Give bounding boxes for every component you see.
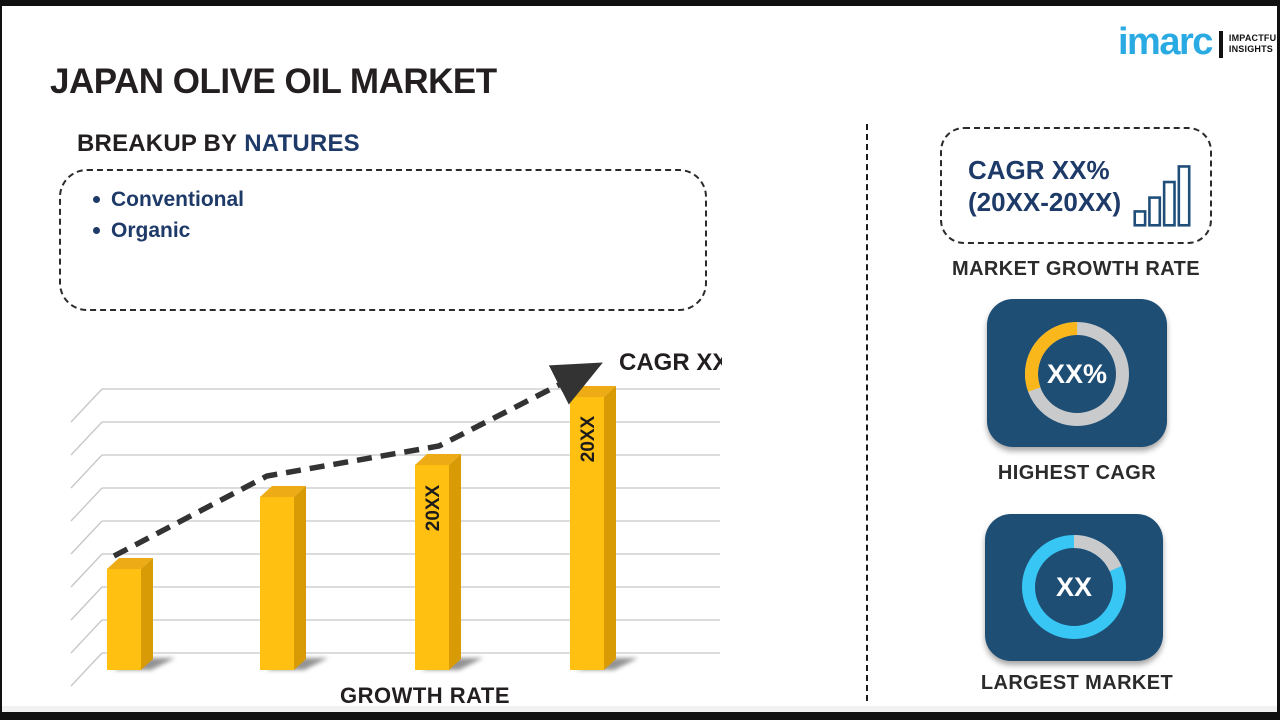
bar-label: 20XX: [578, 415, 599, 462]
chart-gridlines: [70, 388, 720, 687]
bar: [107, 558, 153, 670]
list-item: Conventional: [93, 184, 685, 215]
largest-market-tile: XX: [985, 514, 1163, 661]
trend-line: [112, 362, 603, 559]
breakup-item-conventional: Conventional: [111, 187, 245, 211]
cagr-period: (20XX-20XX): [968, 186, 1122, 217]
cagr-trend-label: CAGR XX%: [619, 349, 722, 376]
market-growth-rate-label: MARKET GROWTH RATE: [952, 258, 1200, 280]
panel-divider: [866, 124, 868, 701]
cagr-box-text: CAGR XX% (20XX-20XX): [968, 154, 1121, 218]
bottom-strip: [2, 706, 1277, 712]
highest-cagr-label: HIGHEST CAGR: [997, 462, 1157, 484]
section-heading: BREAKUP BY NATURES: [77, 130, 360, 158]
breakup-box: Conventional Organic: [59, 169, 707, 311]
section-heading-highlight: NATURES: [244, 130, 360, 157]
logo-tagline-line1: IMPACTFUL: [1228, 33, 1280, 43]
list-item: Organic: [93, 215, 685, 246]
donut-value: XX: [1056, 572, 1092, 602]
donut-chart-highest-cagr: XX%: [1025, 322, 1129, 426]
highest-cagr-tile: XX%: [987, 299, 1167, 447]
breakup-item-organic: Organic: [111, 218, 191, 242]
bar-chart-icon: [1133, 164, 1191, 227]
largest-market-label: LARGEST MARKET: [980, 672, 1174, 694]
bullet-icon: [93, 227, 100, 234]
page-title: JAPAN OLIVE OIL MARKET: [50, 62, 497, 101]
bar-shadows: [113, 658, 638, 670]
bar-label: 20XX: [423, 484, 444, 531]
bar: [260, 486, 306, 670]
bar: 20XX: [570, 386, 616, 670]
donut-chart-largest-market: XX: [1022, 535, 1126, 639]
donut-value: XX%: [1047, 359, 1107, 389]
imarc-logo: imarc IMPACTFUL INSIGHTS: [1118, 21, 1280, 63]
x-axis-label: GROWTH RATE: [340, 683, 510, 708]
bar: 20XX: [415, 454, 461, 670]
section-heading-prefix: BREAKUP BY: [77, 130, 238, 157]
cagr-box: CAGR XX% (20XX-20XX): [940, 127, 1212, 244]
growth-chart: 20XX 20XX CAGR XX% GROWTH RATE: [70, 349, 722, 708]
brand-text: imarc: [1118, 21, 1213, 63]
logo-tagline: IMPACTFUL INSIGHTS: [1228, 33, 1280, 55]
cagr-value: CAGR XX%: [968, 154, 1110, 185]
bullet-icon: [93, 196, 100, 203]
logo-tagline-line2: INSIGHTS: [1228, 44, 1274, 54]
logo-divider-bar-icon: [1218, 31, 1223, 58]
